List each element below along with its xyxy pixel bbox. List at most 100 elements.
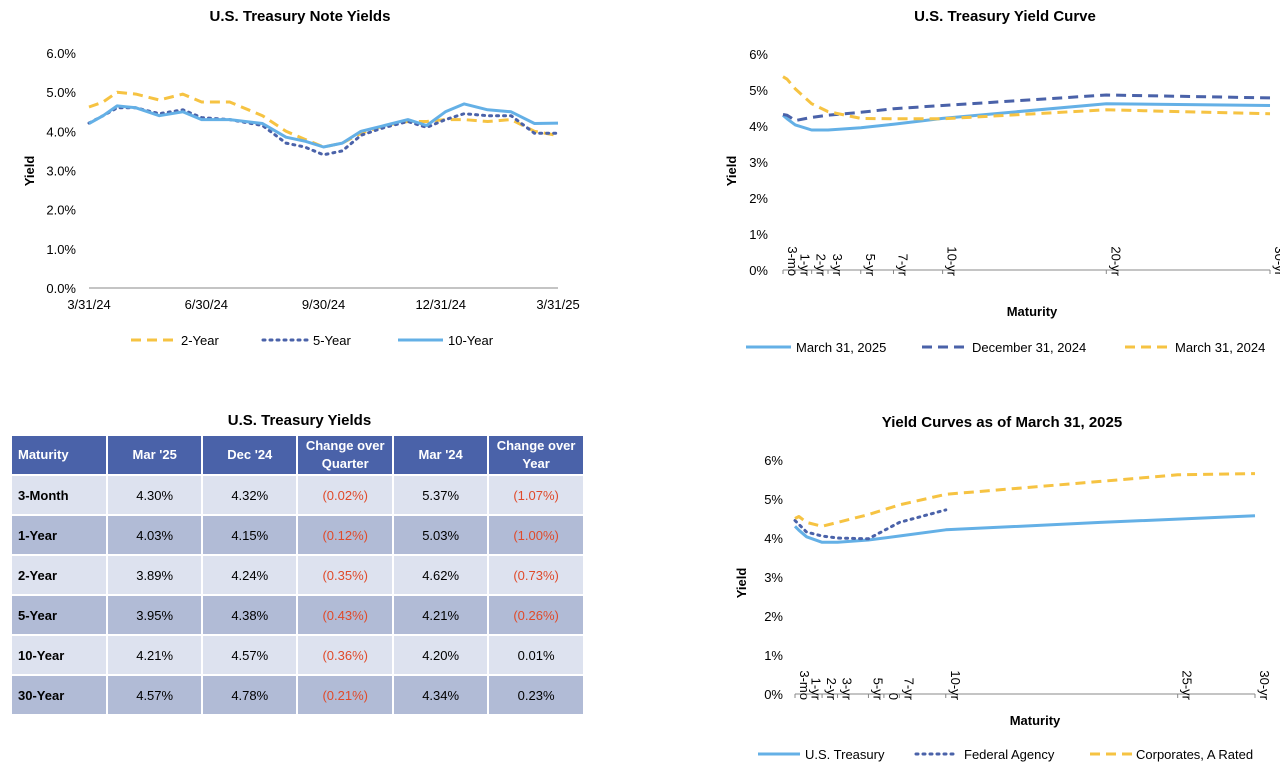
table-row: 10-Year 4.21% 4.57% (0.36%) 4.20% 0.01% (12, 636, 583, 674)
table-cell: 4.15% (203, 516, 297, 554)
header-change-quarter: Change over Quarter (298, 436, 393, 474)
x-tick-label: 30-yr (1257, 670, 1272, 700)
x-tick-label: 7-yr (895, 254, 910, 277)
table-cell: 4.21% (108, 636, 202, 674)
table-cell: (0.12%) (298, 516, 393, 554)
treasury-yield-curve-chart: U.S. Treasury Yield Curve 0% 1% 2% 3% 4% 5% 6% 3… (724, 8, 1280, 355)
x-tick-label: 3/31/24 (67, 297, 110, 312)
table-cell: (0.02%) (298, 476, 393, 514)
table-title: U.S. Treasury Yields (227, 412, 372, 429)
treasury-note-yields-chart: U.S. Treasury Note Yields 0.0% 1.0% 2.0% 3.0… (22, 8, 580, 348)
x-tick-label: 3-mo (797, 670, 812, 700)
y-tick-label: 6% (764, 453, 783, 468)
table-row: 30-Year 4.57% 4.78% (0.21%) 4.34% 0.23% (12, 676, 583, 714)
x-axis-title: Maturity (1007, 304, 1058, 319)
legend-label: Federal Agency (964, 747, 1055, 762)
y-tick-label: 2.0% (46, 203, 76, 218)
table-cell: (0.21%) (298, 676, 393, 714)
y-tick-label: 4.0% (46, 124, 76, 139)
y-tick-label: 0.0% (46, 281, 76, 296)
x-tick-label: 9/30/24 (302, 297, 345, 312)
x-tick-label: 30-yr (1272, 246, 1280, 276)
treasury-yields-table: Maturity Mar '25 Dec '24 Change over Qua… (10, 434, 585, 716)
y-axis-title: Yield (22, 156, 37, 187)
header-maturity: Maturity (12, 436, 107, 474)
header-change-year: Change over Year (489, 436, 583, 474)
x-tick-label: 10-yr (948, 670, 963, 700)
x-tick-label: 25-yr (1180, 670, 1195, 700)
table-row: 2-Year 3.89% 4.24% (0.35%) 4.62% (0.73%) (12, 556, 583, 594)
y-tick-label: 1% (749, 227, 768, 242)
treasury-yields-table-panel: U.S. Treasury Yields Maturity Mar '25 De… (12, 408, 587, 716)
x-tick-label: 3-yr (830, 254, 845, 277)
x-tick-label: 2-yr (814, 254, 829, 277)
y-axis-title: Yield (724, 156, 739, 187)
table-cell: (0.26%) (489, 596, 583, 634)
table-cell: 4.30% (108, 476, 202, 514)
table-cell: 0.01% (489, 636, 583, 674)
header-dec-24: Dec '24 (203, 436, 297, 474)
table-cell: 4.34% (394, 676, 488, 714)
table-cell: 5.37% (394, 476, 488, 514)
table-cell: 4.78% (203, 676, 297, 714)
y-tick-label: 4% (749, 119, 768, 134)
legend-label: Corporates, A Rated (1136, 747, 1253, 762)
x-axis-title: Maturity (1010, 713, 1061, 728)
y-tick-label: 0% (749, 263, 768, 278)
table-cell: 4.57% (108, 676, 202, 714)
x-tick-label: 0 (886, 693, 901, 700)
y-tick-label: 5.0% (46, 85, 76, 100)
x-tick-label: 1-yr (809, 678, 824, 701)
table-header-row: Maturity Mar '25 Dec '24 Change over Qua… (12, 436, 583, 474)
x-tick-label: 5-yr (863, 254, 878, 277)
table-cell: 5.03% (394, 516, 488, 554)
x-tick-label: 6/30/24 (185, 297, 228, 312)
header-mar-24: Mar '24 (394, 436, 488, 474)
table-cell: (1.00%) (489, 516, 583, 554)
table-cell: (1.07%) (489, 476, 583, 514)
table-cell: 4.21% (394, 596, 488, 634)
table-cell: 4.32% (203, 476, 297, 514)
header-mar-25: Mar '25 (108, 436, 202, 474)
row-label: 3-Month (12, 476, 107, 514)
chart-title: Yield Curves as of March 31, 2025 (882, 414, 1122, 431)
table-cell: (0.73%) (489, 556, 583, 594)
legend-label: December 31, 2024 (972, 340, 1086, 355)
table-cell: 0.23% (489, 676, 583, 714)
y-tick-label: 3.0% (46, 164, 76, 179)
y-tick-label: 3% (764, 570, 783, 585)
row-label: 30-Year (12, 676, 107, 714)
x-tick-label: 1-yr (797, 254, 812, 277)
legend-label: 5-Year (313, 333, 351, 348)
y-tick-label: 0% (764, 687, 783, 702)
series-line-u-s-treasury (793, 514, 1256, 544)
series-line-march-31-2025 (782, 102, 1271, 132)
series-line-federal-agency (793, 508, 948, 541)
table-row: 1-Year 4.03% 4.15% (0.12%) 5.03% (1.00%) (12, 516, 583, 554)
y-tick-label: 4% (764, 531, 783, 546)
table-cell: 4.57% (203, 636, 297, 674)
y-tick-label: 1% (764, 648, 783, 663)
table-cell: (0.36%) (298, 636, 393, 674)
row-label: 5-Year (12, 596, 107, 634)
legend-label: U.S. Treasury (805, 747, 885, 762)
table-cell: 4.24% (203, 556, 297, 594)
y-tick-label: 5% (764, 492, 783, 507)
row-label: 2-Year (12, 556, 107, 594)
table-cell: 4.03% (108, 516, 202, 554)
y-tick-label: 6.0% (46, 46, 76, 61)
x-tick-label: 7-yr (901, 678, 916, 701)
series-line-2-year (88, 90, 559, 149)
x-tick-label: 3-yr (840, 678, 855, 701)
table-cell: (0.43%) (298, 596, 393, 634)
row-label: 10-Year (12, 636, 107, 674)
x-tick-label: 5-yr (870, 678, 885, 701)
table-cell: 4.38% (203, 596, 297, 634)
table-cell: 3.89% (108, 556, 202, 594)
x-tick-label: 3-mo (785, 246, 800, 276)
series-line-december-31-2024 (782, 93, 1271, 123)
x-tick-label: 2-yr (824, 678, 839, 701)
y-tick-label: 6% (749, 47, 768, 62)
chart-title: U.S. Treasury Yield Curve (914, 8, 1096, 25)
